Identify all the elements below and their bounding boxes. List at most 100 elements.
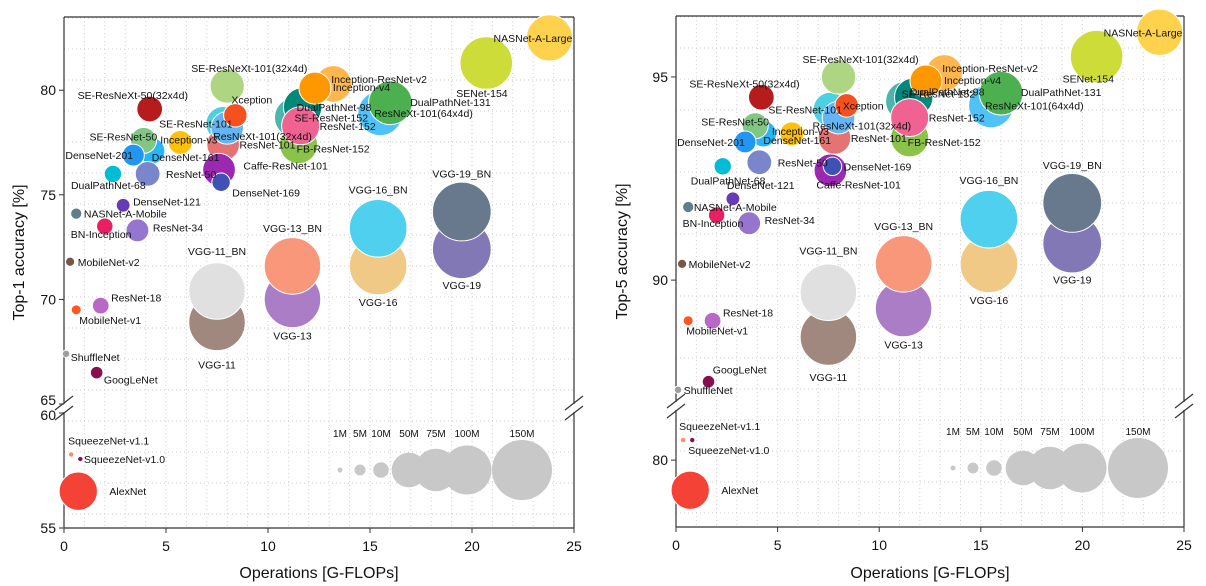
x-axis-title: Operations [G-FLOPs] [239, 565, 398, 582]
legend-label: 5M [966, 427, 980, 438]
point-label-se-resnet-50: SE-ResNet-50 [701, 117, 769, 129]
point-label-dualpathnet-68: DualPathNet-68 [71, 180, 146, 192]
y-tick-label: 75 [40, 187, 56, 203]
point-label-resnet-18: ResNet-18 [723, 308, 773, 320]
point-label-mobilenet-v1: MobileNet-v1 [79, 315, 141, 327]
y-tick-label: 95 [652, 69, 668, 85]
point-label-se-resnet-152: SE-ResNet-152 [902, 88, 976, 100]
legend-label: 75M [1040, 427, 1059, 438]
point-label-nasnet-a-mobile: NASNet-A-Mobile [84, 209, 167, 221]
legend-label: 10M [984, 427, 1003, 438]
point-label-googlenet: GoogLeNet [713, 365, 767, 377]
size-legend: 1M 5M 10M 50M 75M 100M 150M [333, 429, 553, 501]
point-squeezenet-v1-1 [679, 436, 687, 444]
point-label-vgg-16: VGG-16 [970, 295, 1009, 307]
legend-bubble-150m [491, 439, 553, 501]
legend-bubble-100m [442, 445, 492, 495]
point-label-inception-v4: Inception-v4 [944, 75, 1001, 87]
point-label-resnet-101: ResNet-101 [239, 140, 295, 152]
point-shufflenet [673, 385, 683, 395]
x-axis-title: Operations [G-FLOPs] [850, 565, 1009, 582]
point-label-vgg-19: VGG-19 [443, 280, 482, 292]
legend-label: 10M [371, 429, 390, 440]
point-vgg-16-bn [959, 189, 1019, 249]
y-axis-title: Top-5 accuracy [%] [614, 183, 631, 319]
point-dualpathnet-131 [978, 70, 1024, 116]
legend-label: 150M [509, 429, 534, 440]
point-label-resnet-50: ResNet-50 [778, 157, 828, 169]
point-nasnet-a-mobile [682, 200, 695, 214]
point-label-densenet-161: DenseNet-161 [763, 135, 831, 147]
point-resnet-152 [890, 98, 930, 138]
point-label-squeezenet-v1-1: SqueezeNet-v1.1 [679, 421, 760, 433]
point-vgg-11-bn [188, 262, 246, 320]
point-resnet-34 [737, 211, 762, 236]
x-tick-label: 0 [672, 537, 680, 553]
point-label-inception-v3: Inception-v3 [772, 126, 829, 138]
point-label-squeezenet-v1-0: SqueezeNet-v1.0 [688, 445, 769, 457]
point-label-resnext-101-64x4d: ResNeXt-101(64x4d) [985, 100, 1084, 112]
point-nasnet-a-large [525, 14, 574, 62]
point-label-dualpathnet-98: DualPathNet-98 [910, 86, 985, 98]
point-vgg-19-bn [431, 181, 492, 242]
point-label-vgg-11-bn: VGG-11_BN [188, 246, 246, 258]
point-label-nasnet-a-mobile: NASNet-A-Mobile [694, 202, 777, 214]
point-label-bn-inception: BN-Inception [71, 229, 132, 241]
x-tick-label: 5 [162, 538, 170, 554]
x-tick-label: 25 [1176, 537, 1192, 553]
point-label-inception-v3: Inception-v3 [160, 135, 217, 147]
legend-bubble-5m [354, 464, 366, 476]
point-label-vgg-19-bn: VGG-19_BN [1043, 160, 1102, 172]
point-label-dualpathnet-68: DualPathNet-68 [691, 175, 766, 187]
point-label-vgg-16: VGG-16 [359, 297, 398, 309]
point-label-resnet-101: ResNet-101 [851, 133, 907, 145]
legend-bubble-5m [967, 462, 979, 474]
point-label-googlenet: GoogLeNet [104, 375, 158, 387]
size-legend: 1M 5M 10M 50M 75M 100M 150M [946, 427, 1169, 499]
point-densenet-121 [725, 191, 741, 207]
x-tick-label: 10 [871, 537, 887, 553]
top5-accuracy-chart: 0 5 10 15 20 25 90 95 80 Operations [G-FLOPs] Top-… [614, 8, 1194, 582]
point-se-resnext-50-32x4d [136, 95, 164, 123]
point-mobilenet-v2 [65, 256, 76, 267]
point-label-senet-154: SENet-154 [1063, 74, 1115, 86]
y-tick-label: 65 [40, 392, 56, 408]
point-label-shufflenet: ShuffleNet [71, 352, 120, 364]
legend-bubble-10m [373, 462, 389, 478]
point-alexnet [58, 471, 98, 511]
point-label-vgg-11-bn: VGG-11_BN [799, 245, 857, 257]
point-label-dualpathnet-98: DualPathNet-98 [297, 102, 372, 114]
point-bn-inception [707, 206, 726, 224]
y-tick-label: 60 [40, 407, 56, 423]
axis-break-mark [666, 393, 686, 409]
point-densenet-121 [115, 197, 131, 213]
point-senet-154 [1069, 29, 1124, 84]
point-label-nasnet-a-large: NASNet-A-Large [494, 33, 573, 45]
point-resnet-50 [134, 160, 161, 187]
point-label-vgg-19: VGG-19 [1053, 275, 1092, 287]
point-mobilenet-v1 [682, 315, 694, 327]
data-points [58, 14, 574, 511]
y-tick-label: 80 [40, 82, 56, 98]
point-densenet-201 [121, 143, 145, 167]
point-label-caffe-resnet-101: Caffe-ResNet-101 [816, 179, 901, 191]
point-densenet-201 [733, 130, 757, 154]
x-tick-label: 5 [774, 537, 782, 553]
point-label-vgg-11: VGG-11 [810, 372, 848, 384]
point-resnet-18 [91, 296, 110, 315]
x-tick-label: 20 [1075, 537, 1091, 553]
point-label-densenet-201: DenseNet-201 [65, 150, 133, 162]
point-label-densenet-121: DenseNet-121 [133, 196, 201, 208]
point-googlenet [89, 365, 104, 380]
point-label-xception: Xception [843, 100, 884, 112]
point-bn-inception [96, 217, 114, 235]
point-senet-154 [459, 36, 514, 90]
point-squeezenet-v1-0 [77, 455, 84, 463]
point-label-vgg-16-bn: VGG-16_BN [959, 175, 1018, 187]
point-squeezenet-v1-0 [689, 436, 696, 444]
legend-bubble-150m [1107, 437, 1169, 499]
point-label-vgg-13-bn: VGG-13_BN [263, 223, 322, 235]
top1-accuracy-chart: 0 5 10 15 20 25 65 70 75 80 55 60 Operations [G-FLOP… [11, 14, 584, 582]
point-densenet-169 [822, 156, 843, 177]
